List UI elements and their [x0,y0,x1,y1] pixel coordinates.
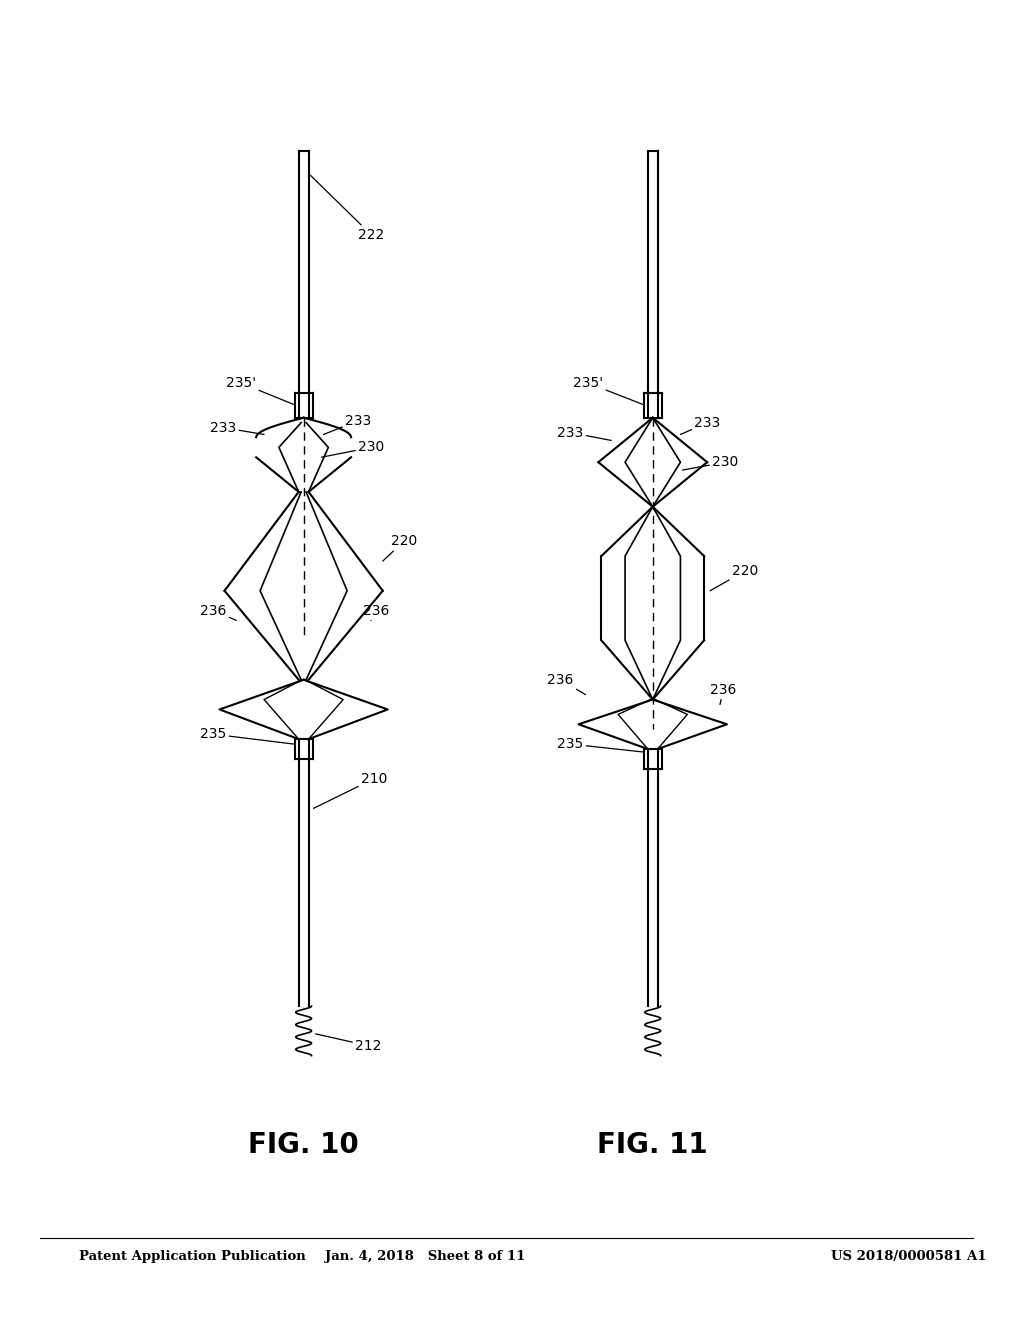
Text: 220: 220 [383,535,417,561]
Text: Patent Application Publication: Patent Application Publication [79,1250,306,1263]
Text: 235: 235 [557,737,643,752]
Text: 220: 220 [710,564,758,591]
Text: 222: 222 [310,176,384,242]
Text: US 2018/0000581 A1: US 2018/0000581 A1 [830,1250,986,1263]
Text: FIG. 11: FIG. 11 [597,1131,708,1159]
Text: FIG. 10: FIG. 10 [248,1131,359,1159]
Text: 235: 235 [201,727,294,744]
Text: 233: 233 [324,413,372,434]
Text: 233: 233 [680,416,721,434]
Text: 236: 236 [710,682,736,705]
Text: Jan. 4, 2018   Sheet 8 of 11: Jan. 4, 2018 Sheet 8 of 11 [325,1250,525,1263]
Text: 212: 212 [315,1034,381,1053]
Text: 236: 236 [547,673,586,694]
Text: 236: 236 [362,603,389,620]
Text: 236: 236 [200,603,237,620]
Text: 235': 235' [573,376,644,405]
Text: 210: 210 [313,772,387,808]
Text: 235': 235' [226,376,295,405]
Text: 230: 230 [682,455,738,470]
Text: 233: 233 [210,421,264,434]
Text: 233: 233 [557,425,611,441]
Text: 230: 230 [322,441,384,457]
